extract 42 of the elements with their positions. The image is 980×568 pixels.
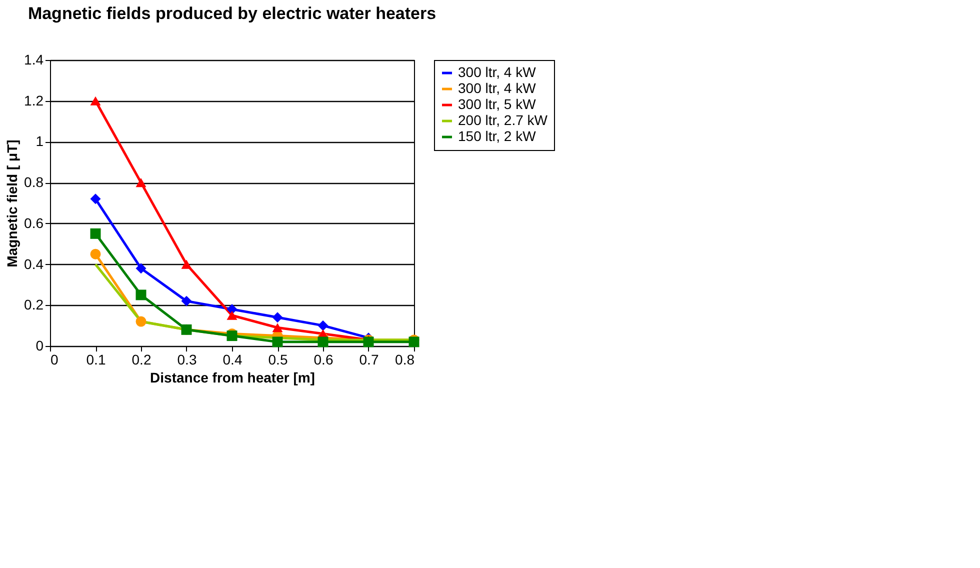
- point: [136, 316, 146, 327]
- legend-label: 300 ltr, 4 kW: [458, 80, 537, 96]
- x-tick-label: 0.7: [359, 352, 379, 368]
- y-tick-label: 0.4: [24, 256, 44, 272]
- point: [318, 320, 328, 331]
- point: [136, 178, 146, 188]
- y-tick-label: 1.2: [24, 92, 44, 108]
- point: [226, 310, 238, 320]
- legend-label: 200 ltr, 2.7 kW: [458, 112, 548, 128]
- y-axis-title: Magnetic field [ μT]: [4, 140, 20, 268]
- point: [181, 296, 192, 306]
- point: [90, 194, 101, 204]
- point: [226, 330, 238, 342]
- point: [272, 336, 283, 348]
- x-tick-label: 0.2: [132, 352, 152, 368]
- y-tick-label: 1: [36, 133, 44, 150]
- y-tick-label: 0: [36, 338, 44, 354]
- x-tick-label: 0.6: [314, 352, 334, 368]
- point: [90, 96, 101, 106]
- point: [136, 290, 146, 300]
- point: [90, 248, 101, 260]
- point: [318, 336, 328, 348]
- point: [272, 323, 283, 332]
- legend-label: 300 ltr, 4 kW: [458, 64, 537, 80]
- x-tick-label: 0: [50, 352, 58, 368]
- x-tick-label: 0.8: [395, 352, 415, 368]
- point: [136, 263, 146, 274]
- y-tick-label: 0.2: [24, 296, 44, 313]
- y-tick-label: 1.4: [24, 52, 44, 68]
- legend-label: 150 ltr, 2 kW: [458, 128, 537, 144]
- point: [90, 228, 101, 239]
- point: [272, 312, 283, 323]
- point: [181, 260, 192, 269]
- x-tick-label: 0.4: [222, 352, 242, 368]
- x-tick-label: 0.5: [268, 352, 288, 368]
- x-tick-label: 0.1: [86, 352, 106, 368]
- y-tick-label: 0.8: [24, 174, 44, 190]
- y-tick-label: 0.6: [24, 214, 44, 231]
- legend-label: 300 ltr, 5 kW: [458, 96, 537, 112]
- chart-title: Magnetic fields produced by electric water heaters: [28, 4, 436, 23]
- x-tick-label: 0.3: [177, 352, 197, 368]
- x-axis-title: Distance from heater [m]: [150, 370, 315, 386]
